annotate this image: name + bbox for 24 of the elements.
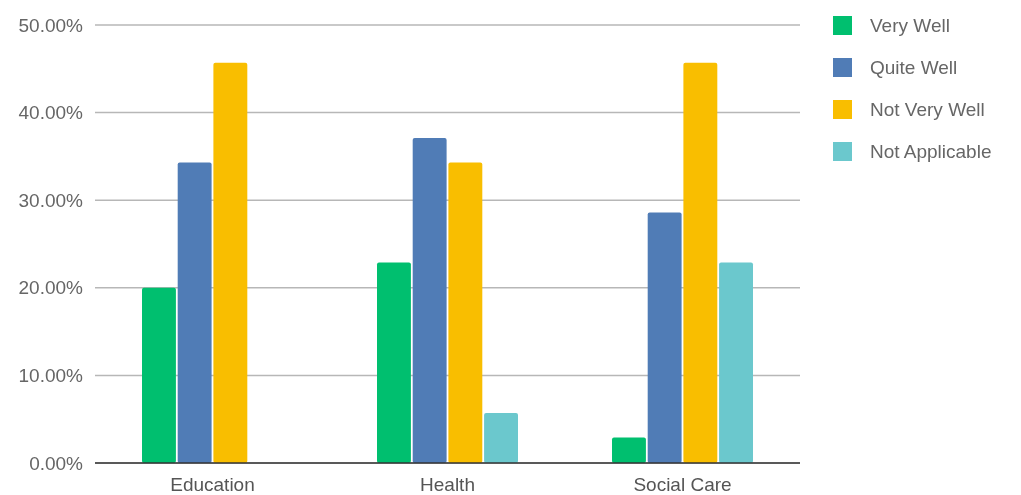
x-tick-label: Education — [170, 474, 255, 495]
y-tick-label: 40.00% — [18, 102, 84, 124]
bar — [412, 138, 447, 463]
legend-label: Not Applicable — [870, 141, 992, 163]
y-tick-label: 10.00% — [18, 365, 84, 387]
legend-label: Quite Well — [870, 57, 958, 79]
bar — [448, 162, 483, 463]
x-tick-label: Social Care — [633, 474, 732, 495]
bar — [213, 62, 248, 463]
legend-label: Not Very Well — [870, 99, 985, 121]
y-tick-label: 50.00% — [18, 14, 84, 36]
bar — [719, 262, 753, 463]
bar — [647, 212, 682, 463]
bar — [484, 413, 518, 463]
y-tick-label: 20.00% — [18, 277, 84, 299]
bar — [177, 162, 212, 463]
x-tick-label: Health — [420, 474, 475, 495]
bar — [377, 262, 411, 463]
bar — [612, 437, 646, 463]
y-tick-label: 0.00% — [29, 452, 84, 474]
legend-label: Very Well — [870, 15, 950, 37]
y-tick-label: 30.00% — [18, 189, 84, 211]
bar — [142, 287, 176, 463]
bar — [683, 62, 718, 463]
